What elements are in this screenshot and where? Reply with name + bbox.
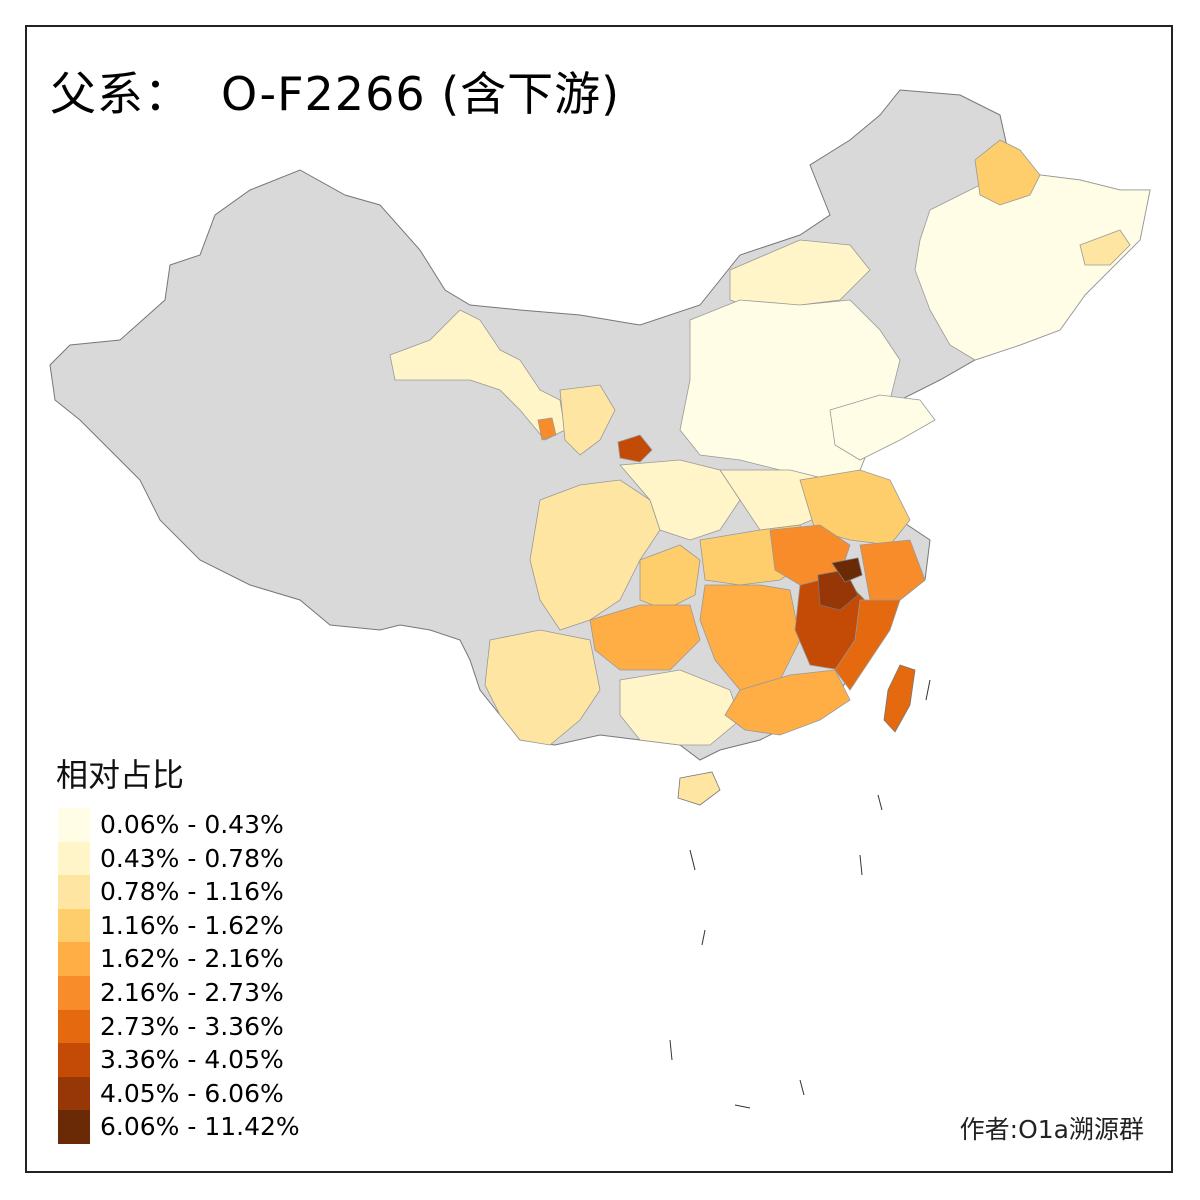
legend-label: 4.05% - 6.06%	[100, 1078, 284, 1108]
map-frame	[25, 25, 1173, 1173]
region-qinghai-spot	[537, 417, 557, 441]
legend-label: 2.16% - 2.73%	[100, 977, 284, 1007]
legend-swatch	[58, 942, 90, 976]
region-hainan	[677, 771, 721, 806]
legend-title: 相对占比	[56, 756, 185, 794]
region-shaanxi-south	[619, 459, 741, 541]
legend-swatch	[58, 1043, 90, 1077]
region-ningxia-spot	[617, 434, 653, 463]
legend-swatch	[58, 875, 90, 909]
legend-swatch	[58, 1009, 90, 1044]
region-guangdong	[724, 669, 851, 736]
author-credit: 作者:O1a溯源群	[959, 1115, 1144, 1144]
region-gansu-east	[559, 384, 616, 456]
region-guangxi	[619, 669, 741, 746]
south-china-sea-islands	[669, 679, 931, 1109]
region-heilongjiang-north	[974, 139, 1041, 206]
legend-swatch	[58, 841, 90, 876]
region-fujian	[834, 599, 901, 691]
legend-label: 6.06% - 11.42%	[100, 1112, 300, 1142]
title-haplogroup: O-F2266 (含下游)	[221, 67, 621, 121]
region-taiwan	[883, 664, 916, 733]
legend-label: 3.36% - 4.05%	[100, 1045, 284, 1075]
legend-label: 1.16% - 1.62%	[100, 910, 284, 940]
legend-label: 0.43% - 0.78%	[100, 843, 284, 873]
region-shangrao-core	[831, 557, 863, 583]
legend-swatch	[58, 1076, 90, 1111]
region-yunnan	[484, 629, 601, 746]
legend-swatch	[58, 1110, 90, 1144]
region-zhejiang	[859, 539, 926, 601]
legend-label: 2.73% - 3.36%	[100, 1011, 284, 1041]
region-guizhou	[589, 604, 701, 671]
legend-swatch	[58, 808, 90, 842]
region-jilin-east	[1079, 229, 1131, 266]
title-label: 父系：	[50, 67, 191, 121]
legend-swatch	[58, 908, 90, 943]
legend-label: 0.06% - 0.43%	[100, 810, 284, 839]
region-sichuan	[529, 479, 661, 631]
region-shandong	[829, 394, 936, 461]
map-title: 父系： O-F2266 (含下游)	[50, 58, 620, 124]
legend-swatch	[58, 975, 90, 1010]
region-northeast	[914, 174, 1151, 361]
region-chongqing	[639, 544, 701, 611]
legend-label: 1.62% - 2.16%	[100, 944, 284, 974]
legend-label: 0.78% - 1.16%	[100, 877, 284, 907]
